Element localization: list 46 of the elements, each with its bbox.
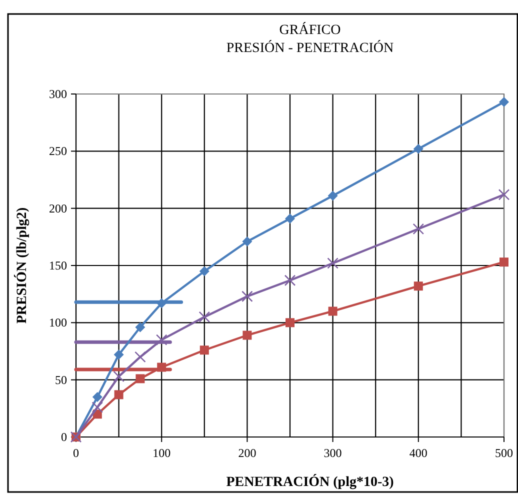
point (114, 390, 124, 400)
point (157, 362, 166, 372)
x-axis-title: PENETRACIÓN (plg*10-3) (226, 473, 394, 490)
y-tick-label: 0 (61, 430, 67, 444)
point (286, 318, 294, 328)
point (199, 266, 210, 276)
point (114, 350, 124, 360)
point (113, 370, 124, 382)
point (135, 322, 146, 332)
point (242, 236, 252, 246)
point (134, 351, 146, 363)
point (498, 188, 510, 200)
point (92, 402, 104, 413)
y-tick-label: 150 (49, 258, 67, 272)
x-tick-label: 0 (73, 446, 79, 460)
y-axis-title: PRESIÓN (lb/plg2) (13, 207, 30, 324)
x-tick-label: 500 (495, 446, 513, 460)
point (284, 274, 296, 286)
point (198, 311, 210, 323)
y-tick-label: 300 (49, 87, 67, 101)
y-tick-label: 50 (55, 372, 67, 387)
point (242, 330, 252, 340)
point (414, 282, 423, 291)
point (200, 346, 209, 355)
point (412, 223, 424, 235)
y-tick-label: 250 (49, 144, 67, 158)
point (500, 258, 508, 267)
point (136, 374, 145, 384)
x-tick-label: 300 (324, 446, 342, 460)
x-tick-label: 400 (409, 446, 428, 460)
point (328, 306, 338, 316)
y-tick-label: 200 (49, 201, 67, 216)
point (413, 144, 424, 154)
point (156, 334, 168, 346)
point (328, 190, 338, 201)
point (285, 214, 295, 224)
point (156, 298, 167, 308)
x-tick-label: 100 (152, 446, 171, 460)
chart-title: GRÁFICO (279, 21, 341, 38)
point (327, 258, 338, 269)
chart-subtitle: PRESIÓN - PENETRACIÓN (226, 39, 394, 56)
y-tick-label: 100 (49, 316, 67, 330)
x-tick-label: 200 (238, 446, 256, 460)
point (92, 392, 102, 402)
point (242, 290, 253, 302)
point (499, 97, 509, 108)
